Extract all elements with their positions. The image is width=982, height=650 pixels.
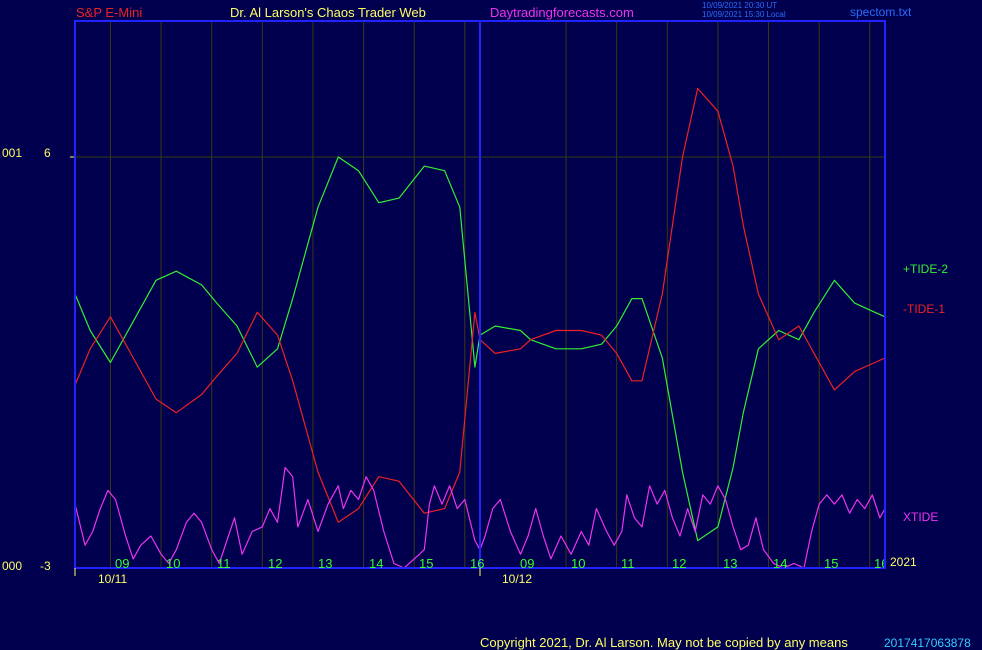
y-top-label: 6: [44, 146, 51, 160]
footer-code: 2017417063878: [884, 636, 971, 650]
x-tick-label: 14: [369, 556, 384, 571]
x-tick-label: 13: [723, 556, 738, 571]
x-tick-label: 15: [419, 556, 434, 571]
legend-tide1: -TIDE-1: [903, 302, 945, 316]
x-tick-label: 13: [318, 556, 333, 571]
x-tick-label: 12: [268, 556, 283, 571]
x-tick-label: 14: [773, 556, 788, 571]
x-tick-label: 12: [672, 556, 687, 571]
x-tick-label: 11: [621, 556, 635, 571]
x-tick-label: 11: [217, 556, 231, 571]
x-tick-marks: [74, 568, 481, 576]
series-line-tide-2: [74, 156, 886, 542]
file-name: spectom.txt: [850, 5, 912, 19]
series-line-tide-1: [74, 87, 886, 523]
legend-tide2: +TIDE-2: [903, 262, 949, 276]
x-tick-label: 09: [115, 556, 130, 571]
x-tick-label: 10: [166, 556, 181, 571]
x-tick-label: 09: [520, 556, 535, 571]
series-line-xtide: [74, 466, 886, 569]
site-url: Daytradingforecasts.com: [490, 5, 634, 20]
year-label: 2021: [890, 555, 917, 569]
x-tick-label: 15: [824, 556, 839, 571]
timestamp-utc: 10/09/2021 20:30 UT: [702, 1, 778, 10]
x-tick-label: 10: [571, 556, 586, 571]
site-title: Dr. Al Larson's Chaos Trader Web: [230, 5, 426, 20]
x-tick-label: 16: [874, 557, 884, 570]
grid: [70, 21, 885, 568]
y-bottom-prefix: 000: [2, 559, 23, 573]
date-label-day1: 10/11: [98, 572, 128, 586]
timestamp-local: 10/09/2021 15:30 Local: [702, 10, 786, 19]
x-tick-label: 16: [470, 556, 485, 571]
legend-xtide: XTIDE: [903, 510, 939, 524]
instrument-title: S&P E-Mini: [76, 5, 143, 20]
y-bottom-label: -3: [40, 559, 51, 573]
copyright: Copyright 2021, Dr. Al Larson. May not b…: [480, 635, 848, 650]
y-top-prefix: 001: [2, 146, 23, 160]
date-label-day2: 10/12: [502, 572, 533, 586]
series-layer: [74, 87, 886, 569]
